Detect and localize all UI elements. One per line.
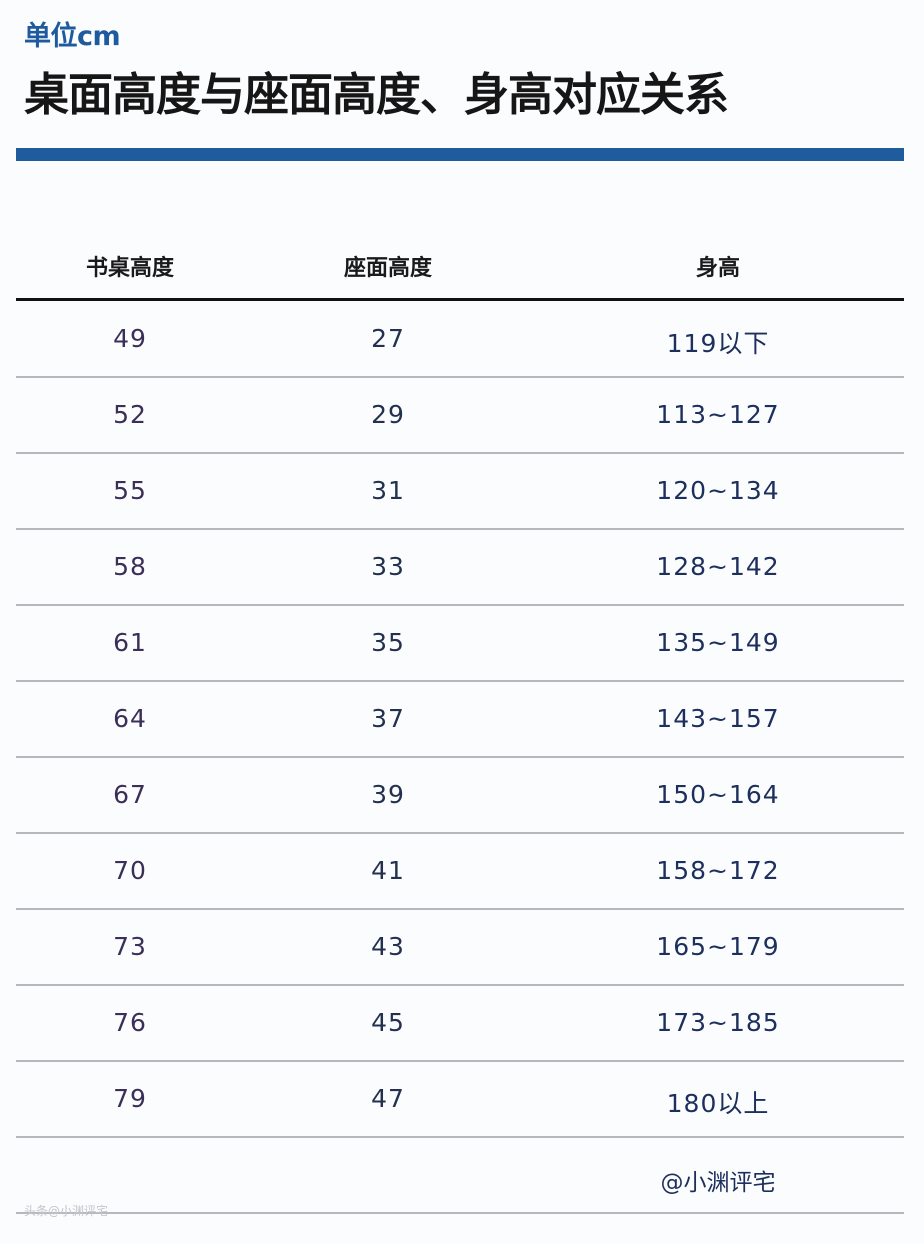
desk-height-cell: 55 xyxy=(113,476,147,505)
seat-height-cell: 47 xyxy=(371,1084,405,1113)
table-row: 76 45 173~185 xyxy=(16,986,904,1062)
page-title: 桌面高度与座面高度、身高对应关系 xyxy=(24,68,729,121)
body-height-cell: 165~179 xyxy=(656,932,780,961)
desk-height-cell: 79 xyxy=(113,1084,147,1113)
table-row: 70 41 158~172 xyxy=(16,834,904,910)
body-height-cell: 120~134 xyxy=(656,476,780,505)
body-height-cell: 180以上 xyxy=(666,1089,770,1118)
seat-height-cell: 35 xyxy=(371,628,405,657)
table-row: 55 31 120~134 xyxy=(16,454,904,530)
watermark: 头条@小渊评宅 xyxy=(24,1204,109,1218)
table-row: 64 37 143~157 xyxy=(16,682,904,758)
seat-height-cell: 39 xyxy=(371,780,405,809)
table-row: 61 35 135~149 xyxy=(16,606,904,682)
body-height-cell: 158~172 xyxy=(656,856,780,885)
desk-height-cell: 67 xyxy=(113,780,147,809)
seat-height-cell: 37 xyxy=(371,704,405,733)
body-height-cell: 150~164 xyxy=(656,780,780,809)
body-height-cell: 113~127 xyxy=(656,400,780,429)
header-seat-height: 座面高度 xyxy=(343,256,433,281)
body-height-cell: 143~157 xyxy=(656,704,780,733)
header-desk-height: 书桌高度 xyxy=(85,256,175,281)
body-height-cell: 173~185 xyxy=(656,1008,780,1037)
body-height-cell: 135~149 xyxy=(656,628,780,657)
credit-text: @小渊评宅 xyxy=(660,1170,776,1196)
desk-height-cell: 64 xyxy=(113,704,147,733)
body-height-cell: 119以下 xyxy=(666,329,770,358)
table-row: 58 33 128~142 xyxy=(16,530,904,606)
seat-height-cell: 27 xyxy=(371,324,405,353)
desk-height-cell: 76 xyxy=(113,1008,147,1037)
accent-bar xyxy=(16,148,904,161)
table-row: 52 29 113~127 xyxy=(16,378,904,454)
table-row: 67 39 150~164 xyxy=(16,758,904,834)
credit-row xyxy=(16,1138,904,1214)
table-row: 79 47 180以上 xyxy=(16,1062,904,1138)
table-row: 73 43 165~179 xyxy=(16,910,904,986)
body-height-cell: 128~142 xyxy=(656,552,780,581)
header-divider xyxy=(16,298,904,301)
desk-height-cell: 49 xyxy=(113,324,147,353)
desk-height-cell: 73 xyxy=(113,932,147,961)
seat-height-cell: 33 xyxy=(371,552,405,581)
seat-height-cell: 45 xyxy=(371,1008,405,1037)
desk-height-cell: 70 xyxy=(113,856,147,885)
seat-height-cell: 43 xyxy=(371,932,405,961)
desk-height-cell: 58 xyxy=(113,552,147,581)
table-row: 49 27 119以下 xyxy=(16,302,904,378)
desk-height-cell: 52 xyxy=(113,400,147,429)
seat-height-cell: 29 xyxy=(371,400,405,429)
seat-height-cell: 31 xyxy=(371,476,405,505)
seat-height-cell: 41 xyxy=(371,856,405,885)
unit-label: 单位cm xyxy=(24,21,121,52)
header-body-height: 身高 xyxy=(695,256,741,281)
desk-height-cell: 61 xyxy=(113,628,147,657)
